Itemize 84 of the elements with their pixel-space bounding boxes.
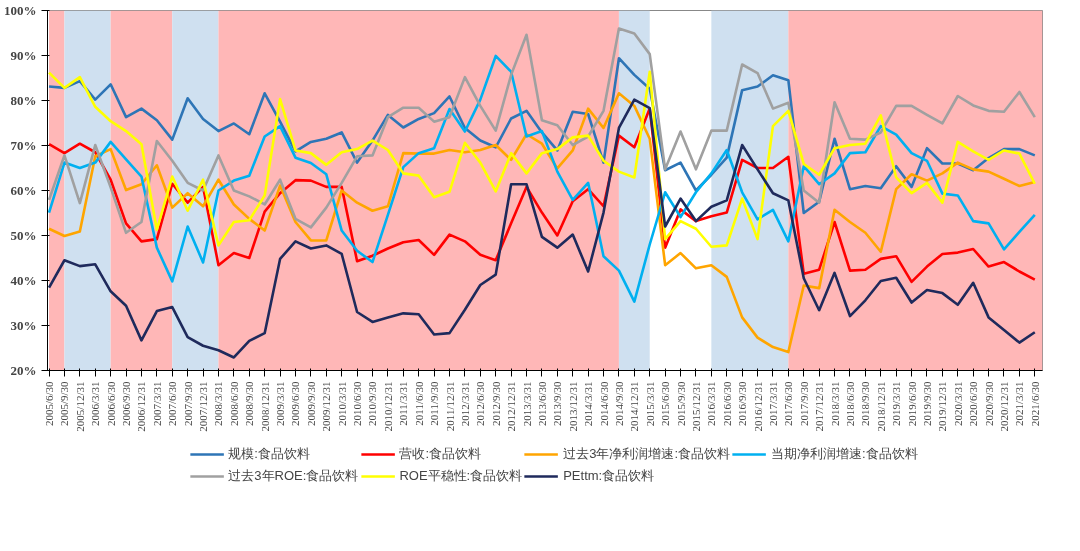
y-tick-label: 40% <box>10 273 37 288</box>
x-tick-label: 2020/9/30 <box>982 381 995 427</box>
line-series <box>47 70 1037 249</box>
x-tick-label: 2007/9/30 <box>181 381 194 427</box>
x-tick-label: 2013/12/31 <box>566 381 579 432</box>
x-tick-label: 2012/12/31 <box>505 381 518 432</box>
x-tick-label: 2007/3/31 <box>150 381 163 427</box>
y-tick-label: 60% <box>10 183 37 198</box>
x-tick-label: 2016/9/30 <box>736 381 749 427</box>
x-tick-label: 2015/12/31 <box>689 381 702 432</box>
x-tick-label: 2008/9/30 <box>243 381 256 427</box>
x-tick-label: 2014/12/31 <box>628 381 641 432</box>
x-tick-label: 2016/12/31 <box>751 381 764 432</box>
x-tick-label: 2012/3/31 <box>458 381 471 427</box>
x-tick-label: 2017/3/31 <box>766 381 779 427</box>
x-tick-label: 2018/12/31 <box>874 381 887 432</box>
x-tick-label: 2015/6/30 <box>659 381 672 427</box>
x-tick-label: 2008/3/31 <box>212 381 225 427</box>
y-tick-label: 70% <box>10 138 37 153</box>
x-tick-label: 2018/9/30 <box>859 381 872 427</box>
x-tick-label: 2014/3/31 <box>582 381 595 427</box>
y-tick-label: 50% <box>10 228 37 243</box>
x-tick-label: 2010/9/30 <box>366 381 379 427</box>
x-tick-label: 2019/12/31 <box>936 381 949 432</box>
x-tick-label: 2009/9/30 <box>304 381 317 427</box>
x-tick-label: 2021/6/30 <box>1028 381 1041 427</box>
x-tick-label: 2005/12/31 <box>73 381 86 432</box>
x-tick-label: 2021/3/31 <box>1013 381 1026 427</box>
legend-label: PEttm:食品饮料 <box>563 467 655 485</box>
x-tick-label: 2008/12/31 <box>258 381 271 432</box>
y-tick-label: 90% <box>10 48 37 63</box>
x-tick-label: 2017/12/31 <box>813 381 826 432</box>
x-tick-label: 2006/12/31 <box>135 381 148 432</box>
x-tick-label: 2011/9/30 <box>428 381 441 426</box>
x-tick-label: 2017/9/30 <box>797 381 810 427</box>
x-tick-label: 2019/6/30 <box>905 381 918 427</box>
x-tick-label: 2018/3/31 <box>828 381 841 427</box>
x-tick-label: 2010/6/30 <box>351 381 364 427</box>
x-tick-label: 2010/3/31 <box>335 381 348 427</box>
legend-label: 规模:食品饮料 <box>228 445 310 463</box>
x-tick-label: 2007/6/30 <box>166 381 179 427</box>
x-tick-label: 2012/6/30 <box>474 381 487 427</box>
x-tick-label: 2017/6/30 <box>782 381 795 427</box>
x-tick-label: 2016/6/30 <box>720 381 733 427</box>
x-tick-label: 2020/3/31 <box>951 381 964 427</box>
x-tick-label: 2005/9/30 <box>58 381 71 427</box>
x-tick-label: 2016/3/31 <box>705 381 718 427</box>
x-tick-label: 2019/9/30 <box>920 381 933 427</box>
x-tick-label: 2010/12/31 <box>381 381 394 432</box>
x-tick-label: 2008/6/30 <box>227 381 240 427</box>
x-tick-label: 2018/6/30 <box>843 381 856 427</box>
legend-label: 过去3年净利润增速:食品饮料 <box>563 445 731 463</box>
legend-label: 过去3年ROE:食品饮料 <box>228 467 359 485</box>
x-tick-label: 2009/3/31 <box>274 381 287 427</box>
x-tick-label: 2005/6/30 <box>43 381 56 427</box>
x-tick-label: 2007/12/31 <box>197 381 210 432</box>
x-tick-label: 2013/9/30 <box>551 381 564 427</box>
y-tick-label: 80% <box>10 93 37 108</box>
x-tick-label: 2014/6/30 <box>597 381 610 427</box>
x-tick-label: 2011/6/30 <box>412 381 425 426</box>
x-tick-label: 2015/3/31 <box>643 381 656 427</box>
x-tick-label: 2011/3/31 <box>397 381 410 426</box>
legend-label: 营收:食品饮料 <box>399 445 481 463</box>
x-tick-label: 2006/3/31 <box>89 381 102 427</box>
x-tick-label: 2006/6/30 <box>104 381 117 427</box>
line-series <box>47 54 1037 303</box>
x-tick-label: 2013/6/30 <box>535 381 548 427</box>
legend-label: ROE平稳性:食品饮料 <box>399 467 523 485</box>
y-tick-label: 30% <box>10 318 37 333</box>
x-tick-label: 2012/9/30 <box>489 381 502 427</box>
x-tick-label: 2011/12/31 <box>443 381 456 432</box>
y-tick-label: 20% <box>10 363 37 378</box>
x-tick-label: 2006/9/30 <box>120 381 133 427</box>
x-tick-label: 2014/9/30 <box>612 381 625 427</box>
y-tick-label: 100% <box>4 3 37 18</box>
x-tick-label: 2013/3/31 <box>520 381 533 427</box>
x-tick-label: 2015/9/30 <box>674 381 687 427</box>
x-tick-label: 2020/12/31 <box>997 381 1010 432</box>
x-tick-label: 2020/6/30 <box>967 381 980 427</box>
x-tick-label: 2009/6/30 <box>289 381 302 427</box>
x-tick-label: 2019/3/31 <box>890 381 903 427</box>
line-series <box>47 27 1037 235</box>
x-tick-label: 2009/12/31 <box>320 381 333 432</box>
legend-label: 当期净利润增速:食品饮料 <box>771 445 918 463</box>
